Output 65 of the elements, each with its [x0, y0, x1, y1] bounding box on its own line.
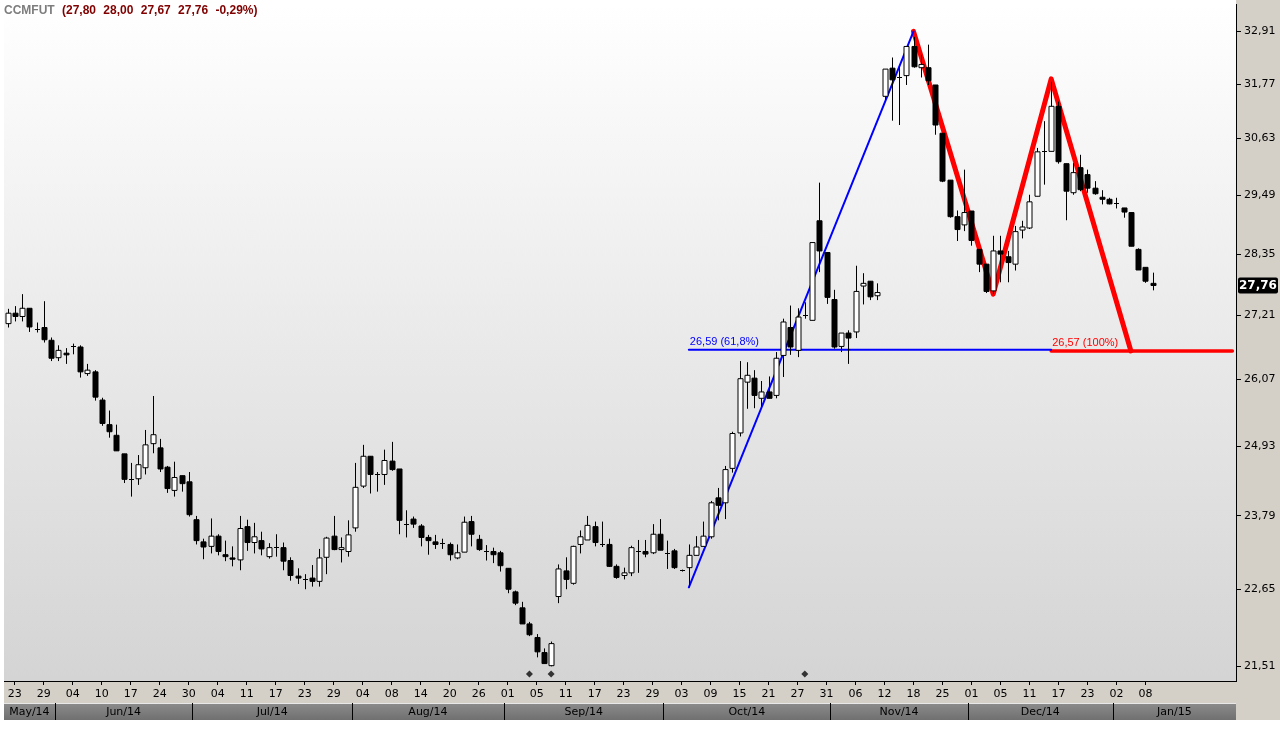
x-tick-label: 01 [964, 687, 979, 701]
x-tick-label: 05 [993, 687, 1008, 701]
x-tick-label: 17 [123, 687, 138, 701]
text: Aug/14 [408, 705, 448, 719]
x-tick-label: 03 [674, 687, 689, 701]
text: Jun/14 [105, 705, 142, 719]
y-tick-label: 32,91 [1244, 24, 1276, 38]
x-tick-label: 29 [36, 687, 51, 701]
x-tick-label: 06 [848, 687, 863, 701]
x-tick-label: 15 [732, 687, 747, 701]
text: May/14 [9, 705, 50, 719]
y-tick-label: 22,65 [1244, 582, 1276, 596]
x-tick-label: 14 [413, 687, 428, 701]
text: Nov/14 [879, 705, 919, 719]
x-tick-label: 23 [297, 687, 312, 701]
x-tick-label: 29 [645, 687, 660, 701]
text: Oct/14 [728, 705, 766, 719]
x-tick-label: 08 [1138, 687, 1153, 701]
x-tick-label: 17 [268, 687, 283, 701]
x-tick-label: 31 [819, 687, 834, 701]
x-tick-label: 08 [384, 687, 399, 701]
x-tick-label: 04 [355, 687, 370, 701]
y-tick-label: 24,93 [1244, 438, 1276, 452]
x-tick-label: 23 [616, 687, 631, 701]
x-tick-label: 05 [529, 687, 544, 701]
x-tick-label: 26 [471, 687, 486, 701]
x-tick-label: 01 [500, 687, 515, 701]
y-tick-label: 26,07 [1244, 372, 1276, 386]
series-label: 26,59 (61,8%) [689, 335, 759, 348]
y-tick-label: 21,51 [1244, 659, 1276, 673]
series-label: 26,57 (100%) [1052, 336, 1119, 349]
x-tick-label: 21 [761, 687, 776, 701]
x-tick-label: 27 [790, 687, 805, 701]
x-tick-label: 09 [703, 687, 718, 701]
x-tick-label: 23 [1080, 687, 1095, 701]
text: Dec/14 [1020, 705, 1060, 719]
x-tick-label: 17 [1051, 687, 1066, 701]
chart-subtitle: (27,80 28,00 27,67 27,76 -0,29%) [62, 3, 258, 17]
x-tick-label: 20 [442, 687, 457, 701]
y-tick-label: 28,35 [1244, 246, 1276, 260]
x-tick-label: 25 [935, 687, 950, 701]
x-tick-label: 17 [587, 687, 602, 701]
x-tick-label: 18 [906, 687, 921, 701]
x-tick-label: 04 [65, 687, 80, 701]
text: Jul/14 [255, 705, 288, 719]
text: 27,76 [1239, 278, 1277, 293]
y-tick-label: 23,79 [1244, 508, 1276, 522]
x-tick-label: 10 [94, 687, 109, 701]
x-tick-label: 11 [558, 687, 573, 701]
x-tick-label: 30 [181, 687, 196, 701]
x-tick-label: 12 [877, 687, 892, 701]
x-tick-label: 11 [1022, 687, 1037, 701]
x-tick-label: 04 [210, 687, 225, 701]
text: Sep/14 [564, 705, 603, 719]
y-tick-label: 30,63 [1244, 131, 1276, 145]
x-tick-label: 11 [239, 687, 254, 701]
x-tick-label: 02 [1109, 687, 1124, 701]
text: Jan/15 [1156, 705, 1192, 719]
y-tick-label: 29,49 [1244, 188, 1276, 202]
x-tick-label: 29 [326, 687, 341, 701]
y-tick-label: 31,77 [1244, 76, 1276, 90]
y-tick-label: 27,21 [1244, 308, 1276, 322]
x-tick-label: 23 [7, 687, 22, 701]
chart-title: CCMFUT [4, 3, 55, 17]
x-tick-label: 24 [152, 687, 167, 701]
